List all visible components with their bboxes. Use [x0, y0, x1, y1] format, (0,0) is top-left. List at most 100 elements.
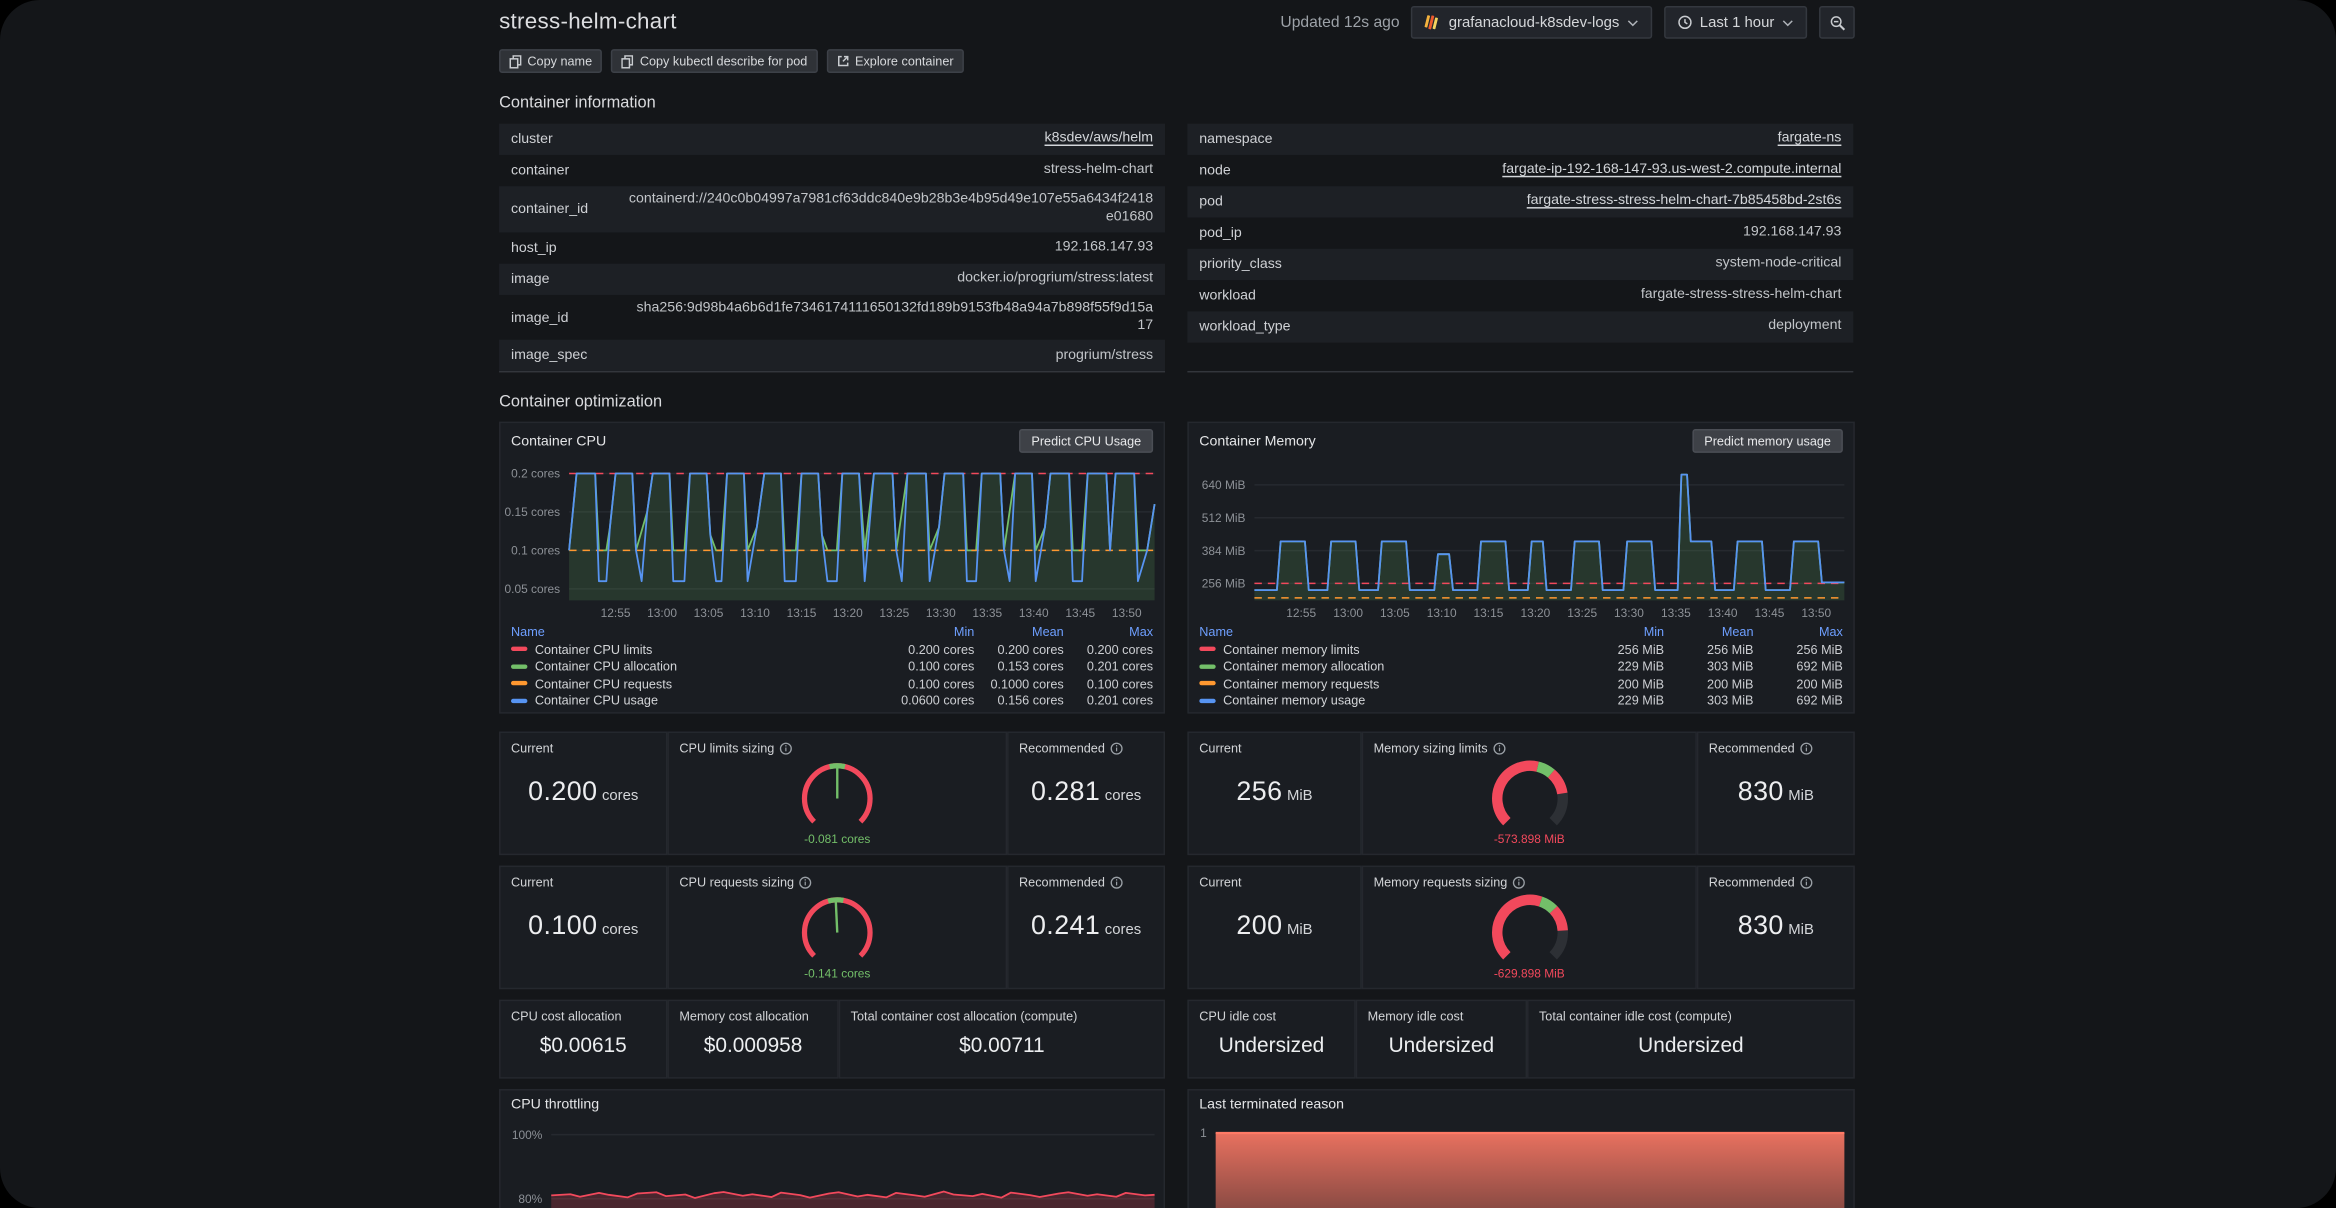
- legend-series-name: Container CPU limits: [534, 641, 653, 657]
- panel-memory-requests-current: Current 200 MiB: [1187, 866, 1362, 990]
- memory-requests-gauge: [1491, 895, 1568, 961]
- row-key: node: [1199, 162, 1231, 179]
- last-terminated-reason-chart[interactable]: 1: [1189, 1115, 1853, 1208]
- stat-value: 0.200 cores: [501, 777, 666, 808]
- svg-text:13:30: 13:30: [926, 606, 956, 620]
- cpu-throttling-chart[interactable]: 100%80%60%: [501, 1115, 1164, 1208]
- panel-title: CPU throttling: [511, 1097, 600, 1114]
- panel-title: Current: [1199, 740, 1242, 756]
- predict-memory-usage-button[interactable]: Predict memory usage: [1692, 429, 1843, 454]
- external-link-icon: [837, 55, 849, 67]
- legend-item[interactable]: Container memory requests 200 MiB 200 MiB 2…: [1199, 675, 1843, 692]
- time-range-picker[interactable]: Last 1 hour: [1664, 5, 1808, 39]
- panel-cpu-cost-allocation: CPU cost allocation $0.00615: [499, 1000, 668, 1080]
- explore-container-label: Explore container: [855, 53, 954, 69]
- stat-value: Undersized: [1218, 1032, 1325, 1057]
- info-icon[interactable]: [779, 742, 792, 755]
- cluster-link[interactable]: k8sdev/aws/helm: [1044, 130, 1154, 147]
- copy-icon: [509, 54, 522, 68]
- svg-text:13:20: 13:20: [833, 606, 863, 620]
- stat-value: 0.241 cores: [1009, 911, 1164, 942]
- stat-unit: MiB: [1788, 788, 1814, 806]
- info-icon[interactable]: [1799, 876, 1812, 889]
- legend-item[interactable]: Container CPU usage 0.0600 cores 0.156 cor…: [511, 692, 1153, 709]
- table-row: namespace fargate-ns: [1187, 123, 1854, 155]
- panel-cpu-limits-sizing: CPU limits sizing -0.081 cores: [667, 732, 1008, 856]
- zoom-out-button[interactable]: [1819, 5, 1855, 39]
- legend-value: 0.153 cores: [997, 658, 1064, 674]
- legend-value: 303 MiB: [1707, 658, 1754, 674]
- info-icon[interactable]: [1512, 876, 1525, 889]
- info-icon[interactable]: [799, 876, 812, 889]
- datasource-picker[interactable]: grafanacloud-k8sdev-logs: [1411, 5, 1653, 39]
- legend-series-marker: [1199, 646, 1216, 652]
- panel-container-cpu: Container CPU Predict CPU Usage 0.2 core…: [499, 422, 1166, 715]
- legend-item[interactable]: Container CPU requests 0.100 cores 0.1000 …: [511, 675, 1153, 692]
- panel-memory-requests-recommended: Recommended 830 MiB: [1696, 866, 1855, 990]
- predict-cpu-usage-button[interactable]: Predict CPU Usage: [1019, 429, 1154, 454]
- explore-container-button[interactable]: Explore container: [826, 49, 965, 74]
- legend-value: 0.0600 cores: [901, 692, 975, 708]
- panel-title: CPU limits sizing: [679, 740, 775, 756]
- stat-value: 0.281 cores: [1009, 777, 1164, 808]
- panel-cpu-idle-cost: CPU idle cost Undersized: [1187, 1000, 1356, 1080]
- panel-memory-limits-recommended: Recommended 830 MiB: [1696, 732, 1855, 856]
- info-icon[interactable]: [1492, 742, 1505, 755]
- svg-text:13:25: 13:25: [1567, 606, 1597, 620]
- stat-unit: cores: [1104, 922, 1142, 940]
- table-row: priority_class system-node-critical: [1187, 248, 1854, 281]
- legend-value: 0.100 cores: [908, 675, 975, 691]
- svg-text:640 MiB: 640 MiB: [1202, 479, 1246, 493]
- pod-link[interactable]: fargate-stress-stress-helm-chart-7b85458…: [1526, 192, 1842, 210]
- panel-memory-idle-cost: Memory idle cost Undersized: [1355, 1000, 1528, 1080]
- chevron-down-icon: [1782, 19, 1793, 26]
- row-key: workload_type: [1199, 318, 1291, 336]
- legend-item[interactable]: Container memory usage 229 MiB 303 MiB 692 …: [1199, 692, 1843, 709]
- legend-series-marker: [511, 663, 528, 669]
- legend-series-marker: [511, 681, 528, 686]
- panel-cpu-requests-sizing: CPU requests sizing -0.141 cores: [667, 866, 1008, 990]
- table-row: container stress-helm-chart: [499, 155, 1165, 186]
- copy-kubectl-button[interactable]: Copy kubectl describe for pod: [611, 49, 818, 74]
- panel-title: CPU idle cost: [1199, 1009, 1277, 1025]
- svg-text:80%: 80%: [518, 1192, 542, 1206]
- legend-value: 256 MiB: [1796, 641, 1843, 657]
- panel-cpu-throttling: CPU throttling 100%80%60%: [499, 1089, 1166, 1208]
- stat-number: 0.100: [528, 910, 598, 941]
- svg-text:13:50: 13:50: [1112, 606, 1142, 620]
- row-key: host_ip: [511, 239, 557, 256]
- info-icon[interactable]: [1109, 876, 1123, 889]
- row-key: image_spec: [511, 347, 588, 365]
- svg-text:13:40: 13:40: [1019, 606, 1049, 620]
- container-info: cluster k8sdev/aws/helm container stress-h…: [499, 123, 1855, 374]
- namespace-link[interactable]: fargate-ns: [1777, 130, 1842, 147]
- table-row: image_id sha256:9d98b4a6b6d1fe73461741116…: [499, 295, 1165, 341]
- legend-item[interactable]: Container memory limits 256 MiB 256 MiB 256…: [1199, 640, 1843, 657]
- stat-number: 256: [1236, 776, 1283, 807]
- node-link[interactable]: fargate-ip-192-168-147-93.us-west-2.comp…: [1502, 161, 1842, 178]
- cpu-chart[interactable]: 0.2 cores 0.15 cores 0.1 cores 0.05 cores 12…: [501, 455, 1164, 622]
- legend-item[interactable]: Container memory allocation 229 MiB 303 Mi…: [1199, 658, 1843, 675]
- panel-title: Total container cost allocation (compute…: [850, 1009, 1078, 1025]
- row-key: workload: [1199, 287, 1256, 304]
- stat-number: 0.281: [1030, 776, 1101, 807]
- stat-value: 256 MiB: [1189, 777, 1360, 808]
- memory-chart-legend: Name Min Mean Max Container memory limits 256…: [1189, 622, 1853, 709]
- copy-name-button[interactable]: Copy name: [499, 49, 603, 74]
- cpu-chart-legend: Name Min Mean Max Container CPU limits 0.200 …: [501, 622, 1164, 709]
- svg-text:13:10: 13:10: [740, 606, 770, 620]
- stat-number: 0.200: [528, 776, 598, 807]
- legend-item[interactable]: Container CPU limits 0.200 cores 0.200 cor…: [511, 640, 1153, 657]
- info-icon[interactable]: [1109, 742, 1123, 755]
- info-icon[interactable]: [1799, 742, 1812, 755]
- svg-text:0.1 cores: 0.1 cores: [511, 544, 560, 558]
- svg-text:13:35: 13:35: [1661, 606, 1691, 620]
- legend-item[interactable]: Container CPU allocation 0.100 cores 0.153…: [511, 658, 1153, 675]
- memory-chart[interactable]: 640 MiB 512 MiB 384 MiB 256 MiB 12:55 13:00 13…: [1189, 455, 1853, 622]
- table-row: image docker.io/progrium/stress:latest: [499, 263, 1166, 295]
- table-row: cluster k8sdev/aws/helm: [499, 123, 1166, 155]
- row-value: progrium/stress: [1055, 346, 1154, 364]
- container-info-table-left: cluster k8sdev/aws/helm container stress-h…: [499, 123, 1166, 374]
- panel-title: Current: [511, 875, 554, 890]
- panel-title: Memory idle cost: [1367, 1009, 1464, 1025]
